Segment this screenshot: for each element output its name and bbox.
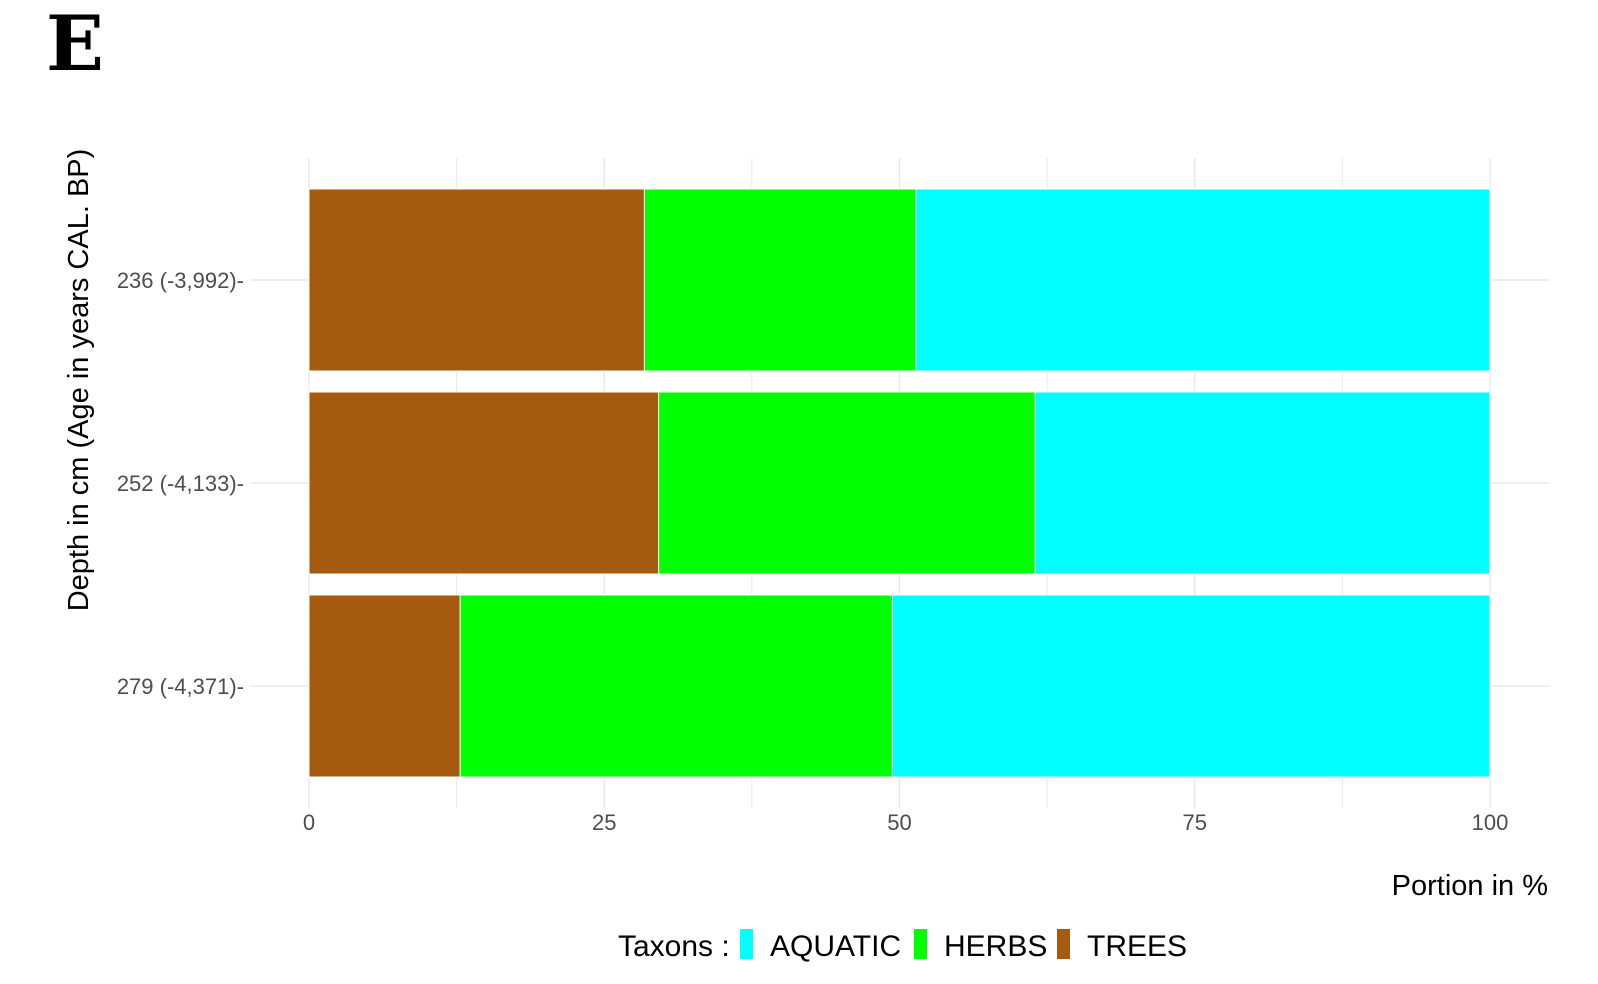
bar-segment-trees [308,594,461,778]
x-tick-label: 0 [303,810,315,835]
bar-segment-aquatic [891,594,1491,778]
bars [308,188,1491,778]
x-tick-label: 75 [1183,810,1207,835]
bar-segment-aquatic [915,188,1491,372]
bar-segment-trees [308,391,660,575]
legend-key-herbs [914,929,927,959]
bar-segment-herbs [459,594,893,778]
bar-segment-herbs [658,391,1036,575]
legend: Taxons : AQUATIC HERBS TREES [618,929,1187,963]
y-tick-label: 236 (-3,992)- [117,268,244,293]
legend-key-aquatic [740,929,753,959]
panel-letter: E [46,0,104,88]
legend-title: Taxons : [618,930,730,963]
x-axis-title: Portion in % [1392,870,1548,902]
y-tick-label: 279 (-4,371)- [117,674,244,699]
x-tick-label: 50 [887,810,911,835]
legend-label-aquatic: AQUATIC [770,930,901,963]
y-axis-ticks: 236 (-3,992)- 252 (-4,133)- 279 (-4,371)- [117,268,244,699]
x-tick-label: 25 [592,810,616,835]
bar-segment-herbs [643,188,917,372]
legend-key-trees [1057,929,1070,959]
y-tick-label: 252 (-4,133)- [117,471,244,496]
y-axis-title: Depth in cm (Age in years CAL. BP) [63,149,95,612]
legend-label-trees: TREES [1087,930,1187,963]
x-axis-ticks: 0 25 50 75 100 [303,810,1508,835]
bar-segment-trees [308,188,645,372]
bar-segment-aquatic [1034,391,1491,575]
x-tick-label: 100 [1472,810,1509,835]
legend-label-herbs: HERBS [944,930,1047,963]
